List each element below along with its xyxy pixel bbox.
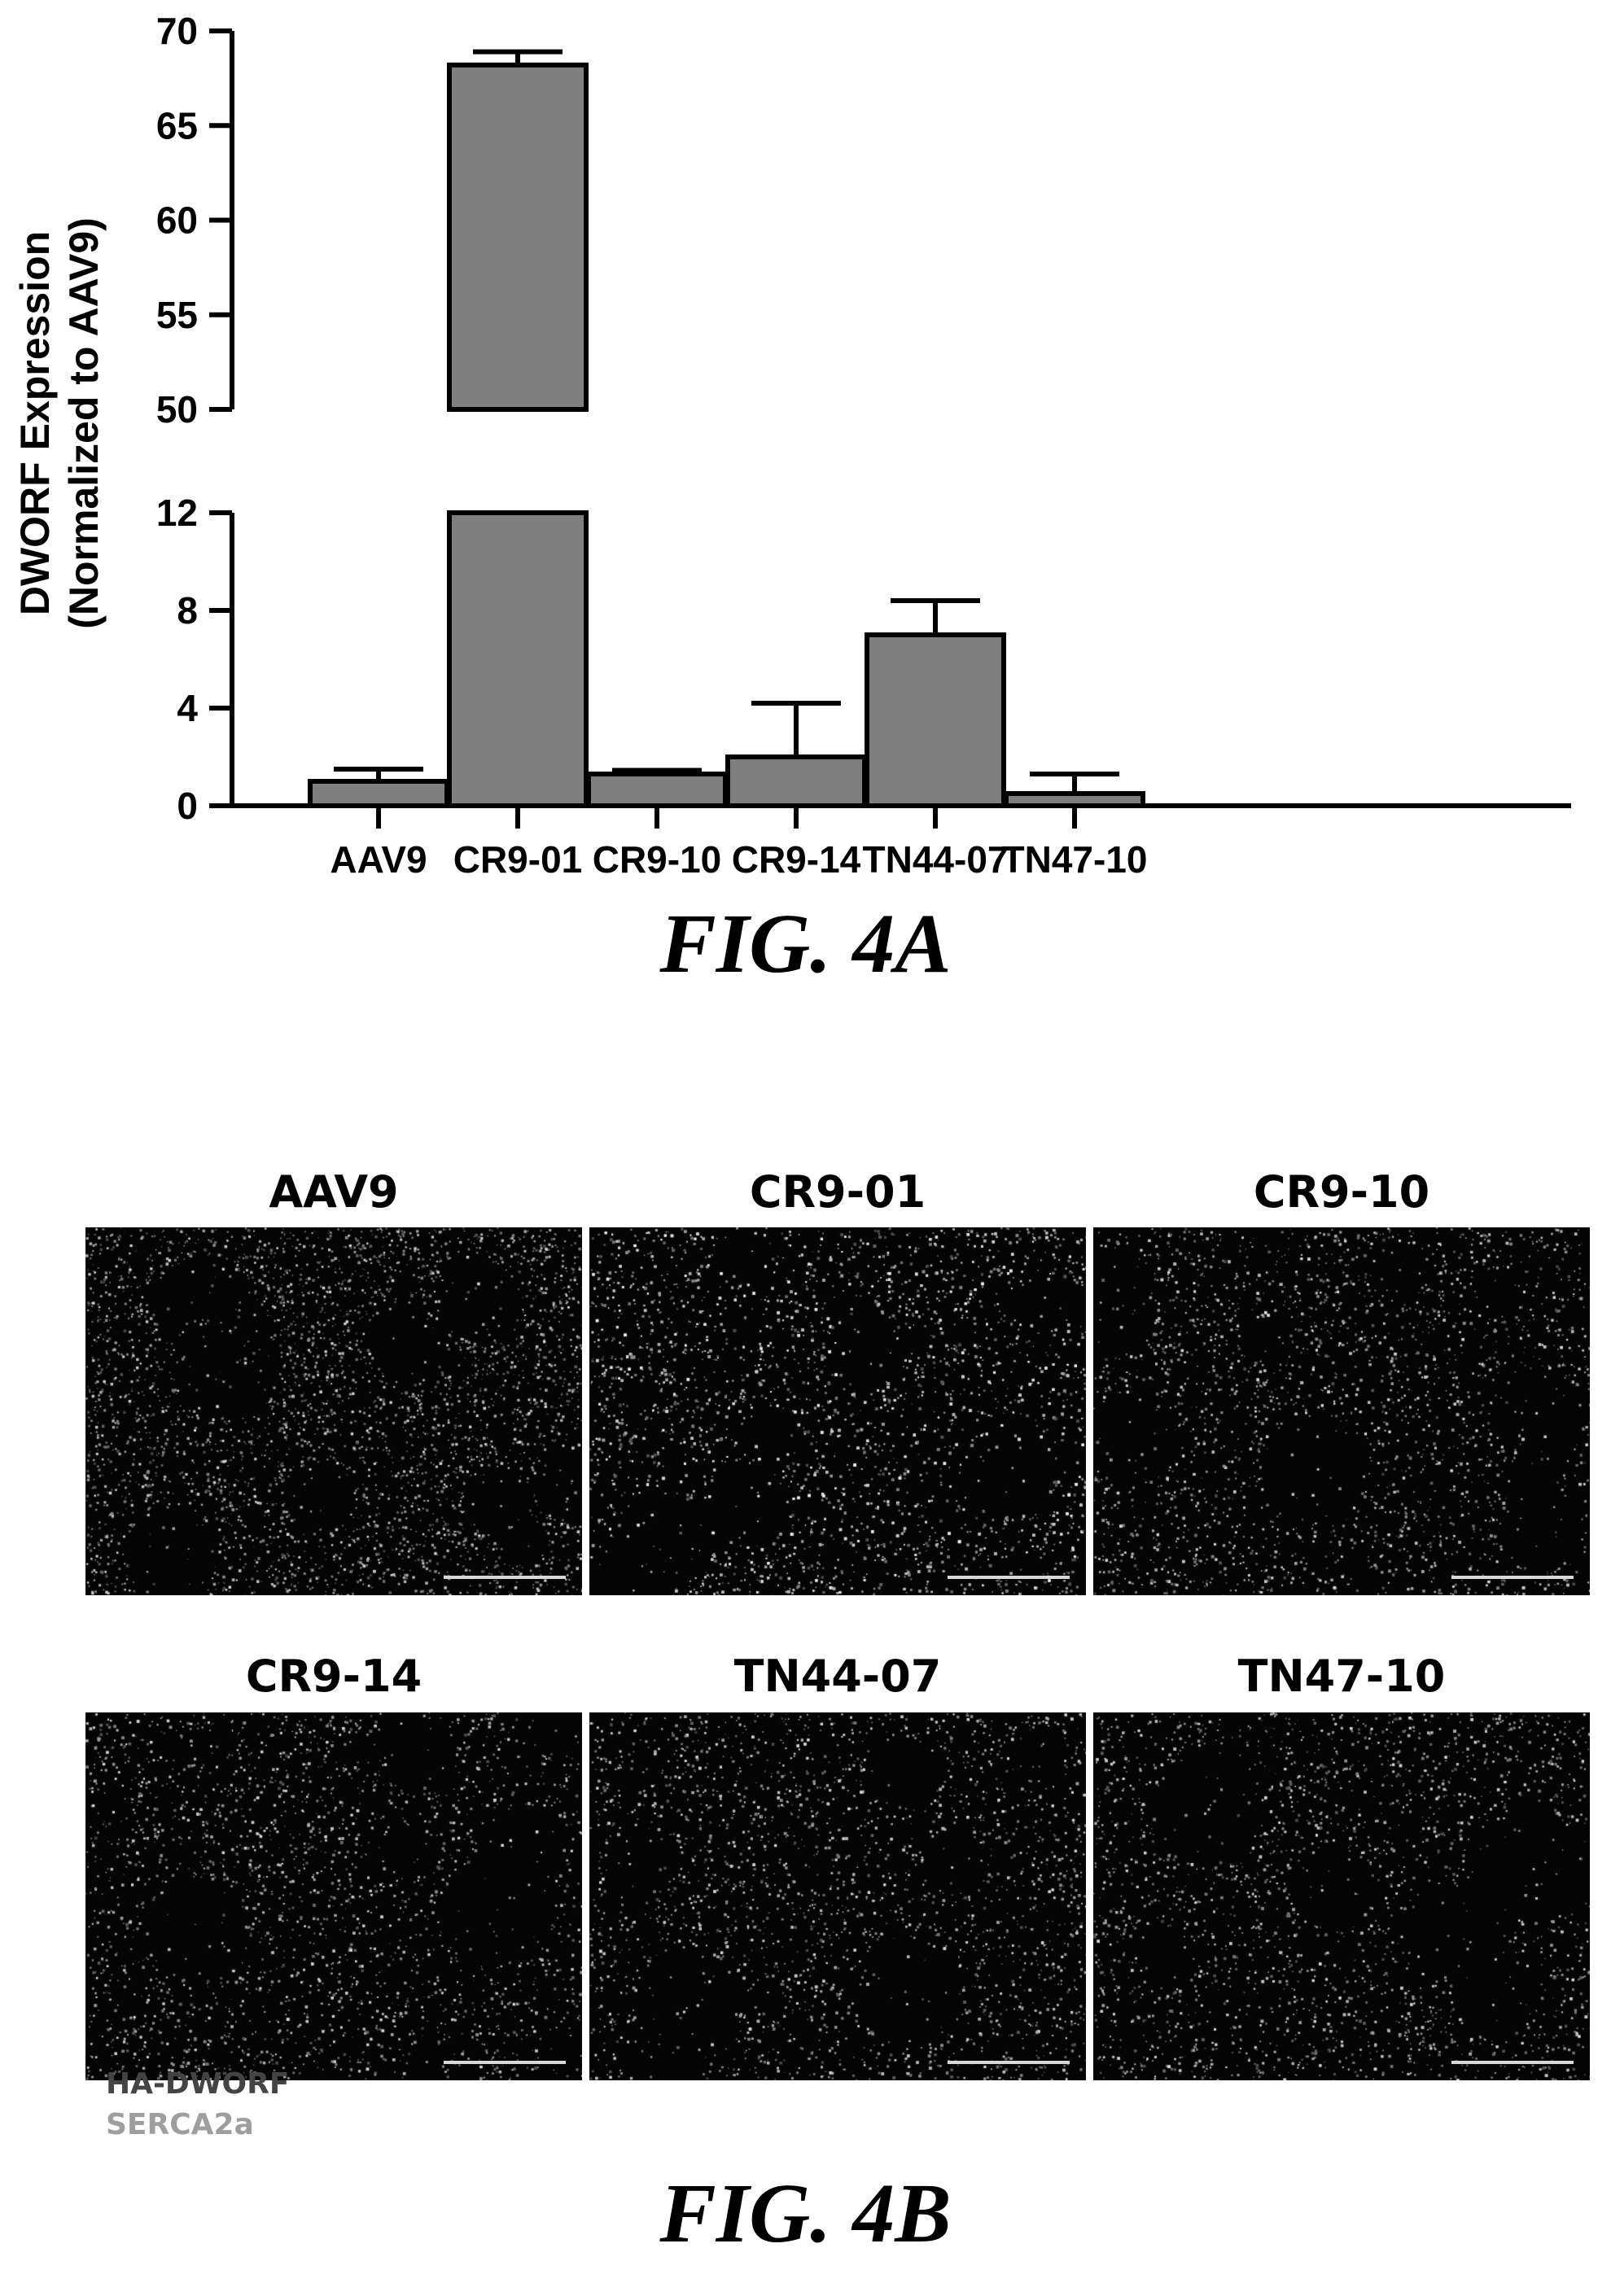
y-tick-label-upper-2: 60 xyxy=(156,199,198,242)
y-axis-label: DWORF Expression(Normalized to AAV9) xyxy=(12,217,107,629)
micrograph-texture xyxy=(589,1227,1086,1595)
y-tick-label-lower-3: 12 xyxy=(156,492,198,534)
micrograph-texture xyxy=(85,1227,582,1595)
panel-title-TN47-10: TN47-10 xyxy=(1237,1651,1446,1702)
micrograph-TN47-10 xyxy=(1093,1712,1590,2080)
bar-TN44-07 xyxy=(865,632,1006,808)
x-tick-label-CR9-01: CR9-01 xyxy=(453,838,583,881)
micrograph-TN44-07 xyxy=(589,1712,1086,2080)
y-tick-label-upper-0: 50 xyxy=(156,388,198,431)
micrograph-CR9-10 xyxy=(1093,1227,1590,1595)
y-axis-label-line-0: DWORF Expression xyxy=(12,231,58,615)
panel-title-AAV9: AAV9 xyxy=(269,1166,399,1218)
legend-serca2a: SERCA2a xyxy=(106,2108,254,2141)
bar-TN47-10 xyxy=(1004,791,1145,808)
panel-title-CR9-01: CR9-01 xyxy=(749,1166,926,1218)
bar-chart: 0 4 8 12 50 55 60 65 70 DWORF Expression(Normaliz… xyxy=(12,10,1571,881)
y-tick-label-lower-1: 4 xyxy=(177,687,198,729)
x-tick-label-AAV9: AAV9 xyxy=(330,838,427,881)
figure-caption-4a: FIG. 4A xyxy=(659,897,952,991)
x-tick-label-TN47-10: TN47-10 xyxy=(1002,838,1148,881)
y-axis-label-line-1: (Normalized to AAV9) xyxy=(61,217,107,629)
y-tick-label-lower-2: 8 xyxy=(177,589,198,632)
panel-title-CR9-10: CR9-10 xyxy=(1253,1166,1430,1218)
legend-ha-dworf: HA-DWORF xyxy=(106,2067,290,2101)
bar-AAV9 xyxy=(308,779,449,808)
scale-bar xyxy=(444,2061,566,2064)
micrograph-CR9-14 xyxy=(85,1712,582,2080)
scale-bar xyxy=(1451,2061,1574,2064)
micrograph-texture xyxy=(1093,1227,1590,1595)
bar-CR9-14 xyxy=(725,754,867,808)
y-tick-label-upper-3: 65 xyxy=(156,104,198,147)
micrograph-texture xyxy=(85,1712,582,2080)
panel-title-TN44-07: TN44-07 xyxy=(733,1651,942,1702)
micrograph-texture xyxy=(589,1712,1086,2080)
x-tick-label-CR9-10: CR9-10 xyxy=(593,838,722,881)
micrograph-CR9-01 xyxy=(589,1227,1086,1595)
x-tick-label-CR9-14: CR9-14 xyxy=(732,838,861,881)
micrograph-AAV9 xyxy=(85,1227,582,1595)
x-tick-label-TN44-07: TN44-07 xyxy=(863,838,1009,881)
panel-title-CR9-14: CR9-14 xyxy=(245,1651,422,1702)
figure-caption-4b: FIG. 4B xyxy=(659,2167,952,2260)
scale-bar xyxy=(444,1576,566,1579)
micrograph-texture xyxy=(1093,1712,1590,2080)
scale-bar xyxy=(948,1576,1070,1579)
scale-bar xyxy=(948,2061,1070,2064)
scale-bar xyxy=(1451,1576,1574,1579)
y-tick-label-upper-4: 70 xyxy=(156,10,198,52)
bar-CR9-01-lower xyxy=(447,510,589,808)
bar-CR9-01-upper xyxy=(447,62,589,412)
y-tick-label-upper-1: 55 xyxy=(156,294,198,336)
y-tick-label-lower-0: 0 xyxy=(177,785,198,827)
bar-CR9-10 xyxy=(586,772,728,808)
